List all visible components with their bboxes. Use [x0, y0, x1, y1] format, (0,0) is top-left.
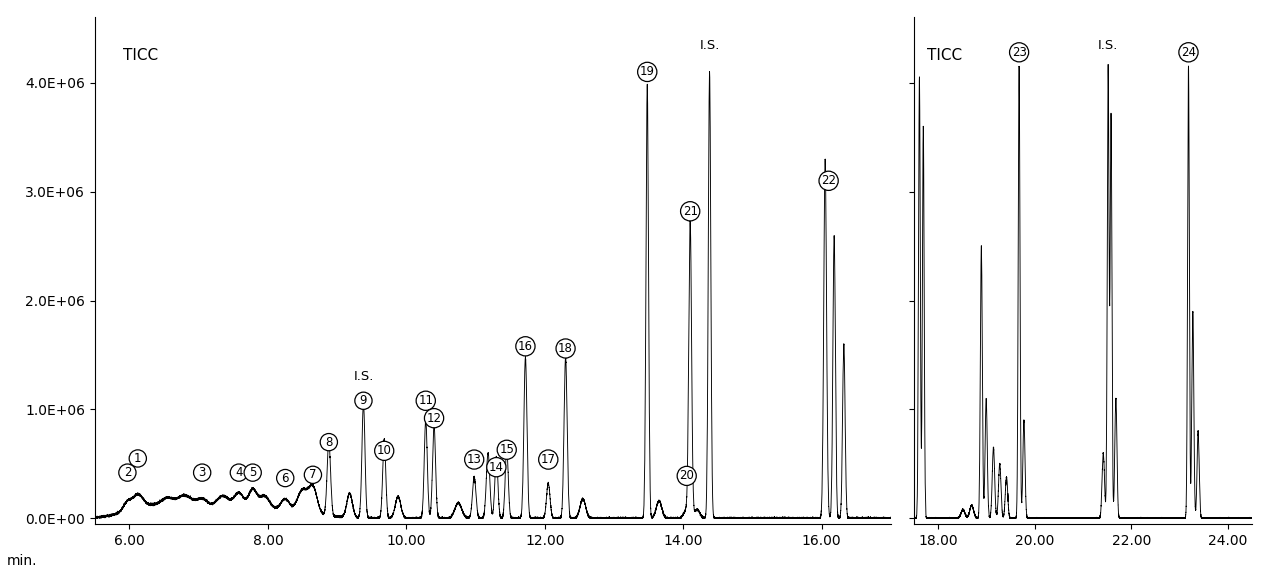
- Text: 1: 1: [134, 452, 142, 465]
- Text: 24: 24: [1182, 46, 1195, 59]
- Text: 4: 4: [235, 466, 243, 479]
- Text: 19: 19: [640, 65, 655, 79]
- Text: 15: 15: [500, 443, 514, 456]
- Text: TICC: TICC: [927, 48, 963, 63]
- Text: 12: 12: [426, 411, 441, 425]
- Text: 23: 23: [1012, 46, 1026, 59]
- Text: 21: 21: [683, 205, 698, 218]
- Text: 7: 7: [309, 469, 316, 481]
- Text: I.S.: I.S.: [700, 40, 720, 52]
- Text: 17: 17: [540, 453, 555, 466]
- Text: min.: min.: [6, 553, 37, 567]
- Text: 11: 11: [419, 394, 433, 407]
- Text: TICC: TICC: [123, 48, 158, 63]
- Text: 2: 2: [124, 466, 132, 479]
- Text: 10: 10: [377, 444, 392, 457]
- Text: 22: 22: [821, 174, 836, 187]
- Text: 13: 13: [467, 453, 482, 466]
- Text: 18: 18: [558, 342, 573, 355]
- Text: 8: 8: [325, 436, 333, 449]
- Text: 14: 14: [488, 461, 503, 474]
- Text: I.S.: I.S.: [1098, 40, 1118, 52]
- Text: 6: 6: [282, 471, 288, 485]
- Text: I.S.: I.S.: [353, 370, 373, 384]
- Text: 3: 3: [199, 466, 206, 479]
- Text: 5: 5: [249, 466, 257, 479]
- Text: 20: 20: [679, 470, 694, 482]
- Text: 16: 16: [517, 340, 533, 353]
- Text: 9: 9: [359, 394, 367, 407]
